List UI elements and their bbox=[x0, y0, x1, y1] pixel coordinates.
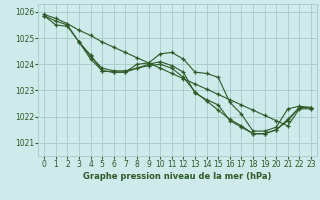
X-axis label: Graphe pression niveau de la mer (hPa): Graphe pression niveau de la mer (hPa) bbox=[84, 172, 272, 181]
